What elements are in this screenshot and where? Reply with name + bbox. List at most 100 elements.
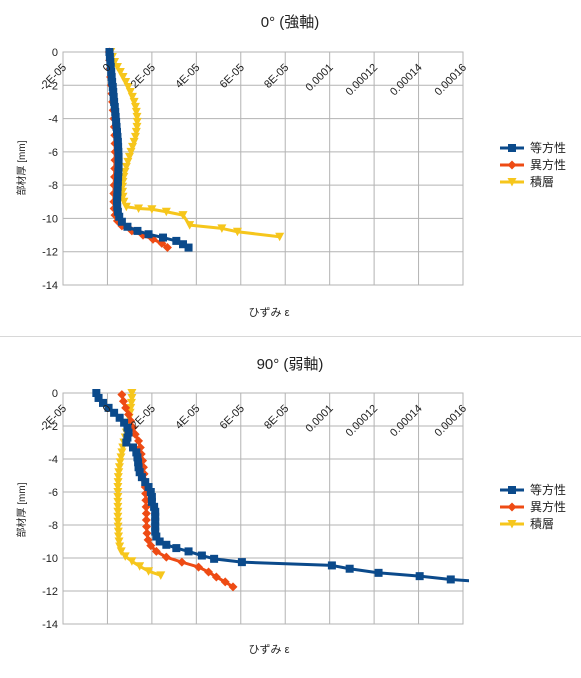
data-point (114, 172, 123, 181)
data-point (108, 82, 117, 91)
data-point (108, 77, 117, 86)
data-point (151, 507, 160, 516)
data-point (113, 187, 122, 196)
data-point (112, 117, 121, 126)
data-point (113, 177, 122, 186)
legend-label: 積層 (530, 516, 554, 531)
data-point (133, 453, 142, 462)
legend-entry: 等方性 (500, 482, 566, 497)
data-point (120, 167, 130, 177)
data-point (124, 409, 134, 419)
data-point (127, 389, 137, 398)
data-point (141, 515, 151, 525)
data-point (113, 483, 123, 492)
x-tick-label: 0.00012 (344, 403, 381, 440)
data-point (113, 192, 122, 201)
data-point (126, 147, 136, 157)
data-point (115, 212, 124, 221)
data-point (107, 67, 116, 76)
data-point (197, 551, 206, 560)
data-point (129, 97, 139, 107)
data-point (113, 497, 123, 507)
data-point (161, 207, 171, 217)
data-point (113, 512, 123, 522)
data-point (144, 567, 154, 576)
data-point (147, 492, 156, 501)
x-tick-label: 0.0001 (304, 62, 336, 94)
series-layer (104, 47, 285, 253)
data-point (121, 162, 131, 172)
chart-panel-weak-axis: 0 -2 -4 -6 -8 -10 -12 -14 -2E-05 0 2E-05 4E-05 6E-05… (0, 337, 581, 673)
data-point (507, 178, 517, 187)
data-point (228, 582, 238, 592)
data-point (159, 233, 167, 242)
data-point (130, 429, 140, 439)
data-point (114, 167, 123, 176)
y-tick-label: -2 (48, 421, 58, 433)
data-point (135, 442, 145, 452)
data-point (204, 567, 214, 577)
y-tick-label: -8 (48, 180, 58, 192)
data-point (113, 517, 123, 527)
data-point (275, 232, 285, 242)
data-point (113, 473, 123, 482)
data-point (134, 204, 144, 213)
data-point (109, 87, 118, 96)
y-tick-label: -6 (48, 147, 58, 159)
data-point (142, 522, 152, 532)
data-point (446, 575, 455, 584)
data-point (508, 144, 516, 152)
x-tick-label: 4E-05 (173, 62, 202, 91)
data-point (151, 527, 160, 536)
data-point (127, 92, 137, 102)
data-point (113, 492, 123, 502)
data-point (123, 157, 133, 167)
data-point (119, 197, 129, 207)
legend-label: 異方性 (530, 499, 566, 514)
plot-area-border (62, 392, 464, 625)
y-tick-label: -14 (42, 280, 58, 292)
legend-label: 異方性 (530, 157, 566, 172)
x-tick-label: 2E-05 (129, 62, 158, 91)
x-tick-label: 0.00012 (344, 62, 381, 99)
data-point (123, 82, 133, 92)
data-point (121, 77, 131, 87)
data-point (113, 522, 123, 532)
data-point (144, 230, 153, 239)
data-point (107, 72, 116, 81)
data-point (113, 197, 121, 206)
data-point (113, 207, 122, 216)
legend-label: 等方性 (530, 482, 566, 497)
data-point (508, 486, 516, 494)
data-point (155, 537, 164, 546)
data-point (115, 67, 125, 77)
series-等方性 (92, 389, 469, 584)
data-point (121, 202, 131, 212)
data-point (132, 112, 142, 122)
data-point (217, 224, 227, 233)
chart-panel-strong-axis: 0 -2 -4 -6 -8 -10 -12 -14 -2E-05 0 2E-05 4E-05 6E-05… (0, 0, 581, 336)
data-point (151, 512, 160, 521)
x-tick-label: 0.00016 (433, 403, 470, 440)
data-point (162, 540, 171, 549)
data-point (127, 557, 137, 566)
y-tick-label: -8 (48, 520, 58, 532)
x-tick-label: 8E-05 (262, 62, 291, 91)
data-point (132, 117, 142, 127)
data-point (146, 541, 156, 551)
x-tick-label: 0.0001 (304, 403, 336, 435)
data-point (129, 443, 137, 452)
data-point (126, 398, 136, 408)
tick-labels: 0-2-4-6-8-10-12-14-2E-05 0 2E-05 4E-05 6E-05… (37, 388, 469, 631)
x-tick-label: 0.00014 (388, 62, 425, 99)
data-point (137, 473, 146, 482)
data-point (106, 57, 115, 66)
data-point (121, 403, 131, 413)
data-point (415, 572, 424, 581)
y-tick-label: -10 (42, 553, 58, 565)
data-point (161, 552, 171, 562)
data-point (150, 502, 159, 511)
data-point (106, 62, 115, 71)
legend-entry: 異方性 (500, 499, 566, 514)
